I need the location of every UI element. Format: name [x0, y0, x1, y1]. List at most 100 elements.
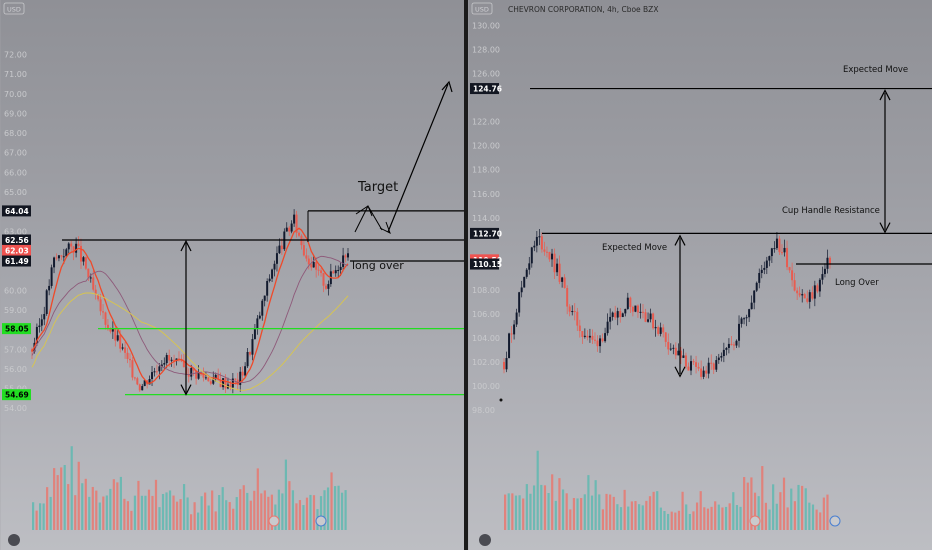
candle-body [604, 333, 607, 342]
candle-body [334, 270, 337, 274]
volume-bar [685, 504, 688, 530]
candle-body [732, 344, 735, 346]
price-tag-value: 58.05 [5, 325, 29, 334]
candle-body [679, 350, 682, 358]
price-tag: 64.04 [2, 205, 31, 217]
candle-body [45, 290, 48, 314]
volume-bar [35, 510, 38, 530]
volume-bar [172, 495, 175, 530]
candle-body [619, 311, 622, 318]
candle-body [251, 339, 254, 355]
volume-bar [728, 503, 731, 530]
volume-bar [587, 475, 590, 530]
volume-bar [207, 505, 210, 530]
volume-bar [572, 497, 576, 530]
y-tick-label: 56.00 [4, 365, 27, 374]
y-tick-label: 106.00 [472, 310, 500, 319]
volume-bar [186, 497, 189, 530]
candle-body [695, 362, 698, 367]
volume-bar [750, 477, 753, 530]
candle-body [244, 366, 247, 376]
candle-body [535, 236, 538, 246]
candle-body [740, 318, 743, 324]
candle-body [823, 268, 826, 275]
candle-body [280, 245, 283, 250]
price-tag-bg [2, 244, 31, 256]
right-price-chart[interactable]: USD 130.00 128.00 126.00 122.00 120.00 118.00 1… [468, 0, 932, 550]
candle-body [65, 249, 68, 257]
volume-bar [221, 487, 224, 530]
candle-body [192, 368, 195, 371]
candle-body [229, 384, 232, 388]
right-chart-pane[interactable]: USD 130.00 128.00 126.00 122.00 120.00 118.00 1… [468, 0, 932, 550]
candle-body [293, 214, 296, 224]
volume-bar [659, 507, 662, 530]
volume-bar [681, 491, 684, 530]
candle-body [160, 364, 163, 367]
price-tag-value: 62.03 [5, 246, 29, 255]
candle-body [263, 295, 266, 301]
volume-bar [46, 487, 49, 530]
price-tag-value: 124.76 [473, 85, 502, 94]
candle-body [82, 257, 85, 262]
depth-arrow-bottom [674, 366, 686, 378]
currency-badge-label: USD [7, 6, 21, 14]
event-marker-d [315, 515, 327, 527]
volume-bar [39, 503, 42, 530]
left-annotations: Target long over [180, 80, 453, 396]
volume-bar [211, 490, 214, 530]
candle-body [151, 372, 154, 380]
candle-body [768, 256, 771, 261]
price-tag: 58.05 [2, 323, 31, 335]
candle-body [563, 277, 566, 289]
candle-body [104, 312, 107, 325]
volume-bar [627, 506, 630, 530]
candle-body [669, 348, 672, 350]
candle-body [775, 238, 778, 249]
volume-bar [102, 496, 105, 530]
pane-divider[interactable] [464, 0, 468, 550]
candle-body [556, 263, 559, 273]
volume-bar [619, 507, 623, 530]
volume-bar [267, 496, 270, 530]
candle-body [508, 333, 511, 359]
candle-body [327, 284, 330, 289]
candle-body [141, 386, 144, 391]
volume-bar [175, 501, 179, 530]
candle-body [548, 252, 551, 260]
candle-body [62, 256, 65, 258]
candle-body [513, 324, 516, 335]
left-chart-pane[interactable]: USD 72.00 71.00 70.00 69.00 68.00 67.00 66.00 65… [0, 0, 464, 550]
candle-body [753, 290, 756, 303]
y-tick-label: 63.00 [4, 227, 27, 236]
volume-bar [235, 497, 238, 530]
candle-body [730, 343, 733, 345]
candle-body [168, 355, 171, 361]
volume-bar [652, 491, 655, 530]
y-tick-label: 128.00 [472, 46, 500, 55]
volume-bar [743, 477, 746, 530]
candle-body [672, 347, 675, 349]
y-tick-label: 116.00 [472, 190, 500, 199]
volume-bar [565, 493, 568, 530]
candle-body [662, 327, 665, 333]
candle-body [705, 370, 708, 374]
candle-body [163, 363, 166, 365]
target-small-arrow [379, 221, 391, 235]
volume-bar [540, 484, 543, 530]
candle-body [217, 374, 220, 380]
volume-bar [326, 487, 330, 530]
candle-body [551, 253, 554, 260]
volume-bar [63, 465, 66, 530]
left-price-chart[interactable]: USD 72.00 71.00 70.00 69.00 68.00 67.00 66.00 65… [0, 0, 464, 550]
volume-bar [768, 509, 771, 530]
candle-body [725, 347, 728, 350]
volume-bar [612, 496, 615, 530]
candle-body [158, 366, 161, 372]
candle-body [573, 311, 576, 313]
candle-body [99, 299, 102, 312]
y-tick-label: 68.00 [4, 129, 27, 138]
volume-bar [605, 493, 608, 530]
volume-bar [670, 511, 673, 530]
candle-body [214, 374, 217, 379]
